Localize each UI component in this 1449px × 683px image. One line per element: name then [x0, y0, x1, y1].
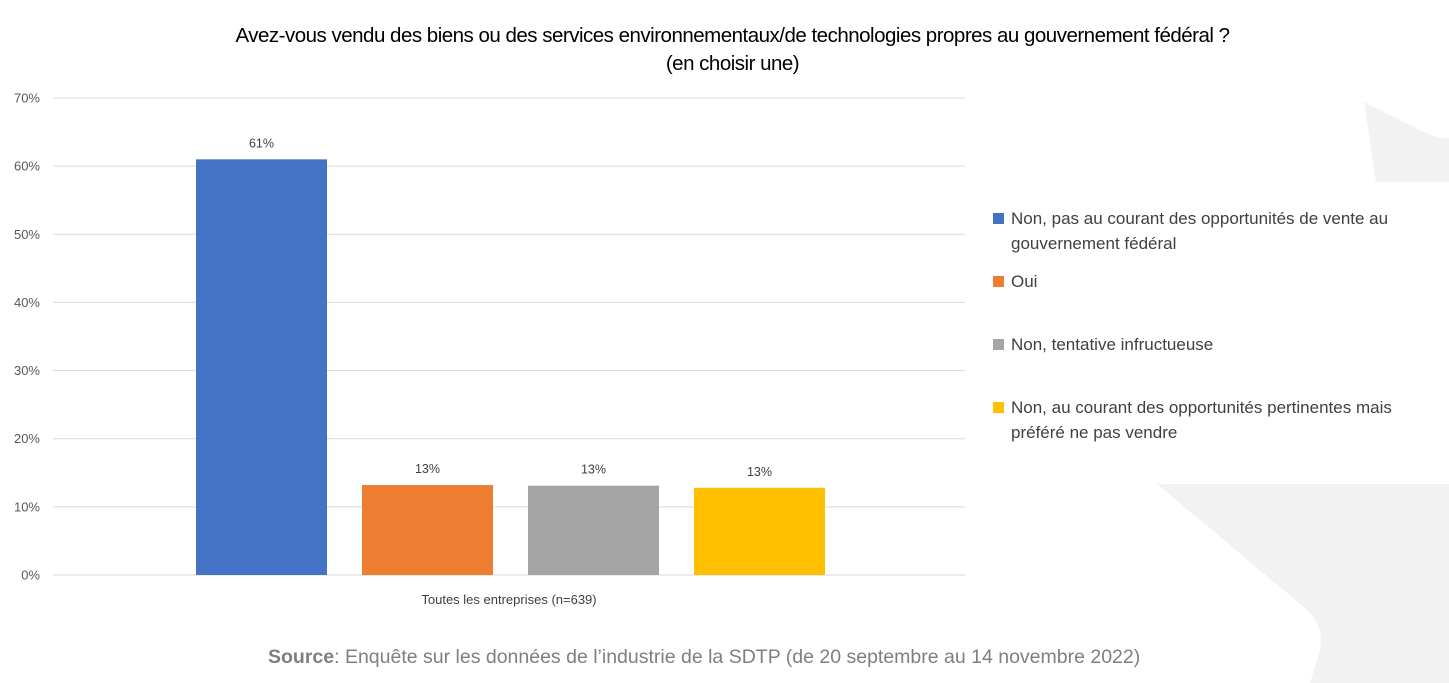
bar-2 [362, 485, 493, 575]
background-maple-leaf-shape-top [1364, 102, 1449, 182]
data-label: 61% [249, 136, 274, 150]
data-label: 13% [581, 463, 606, 477]
background-maple-leaf-shape-bottom [1157, 484, 1449, 683]
legend-label: Non, pas au courant des opportunités de … [1011, 209, 1389, 253]
legend-swatch-orange [993, 276, 1004, 287]
chart-title: Avez-vous vendu des biens ou des service… [150, 22, 1315, 78]
legend-item-oui: Oui [993, 269, 1438, 332]
source-label: Source [268, 646, 335, 668]
legend-label: Non, tentative infructueuse [1011, 335, 1214, 354]
legend-label: Non, au courant des opportunités pertine… [1011, 398, 1392, 442]
bar-3 [528, 485, 659, 575]
y-tick-label: 40% [14, 295, 40, 310]
y-tick-label: 0% [21, 568, 40, 583]
y-tick-label: 20% [14, 431, 40, 446]
legend-label: Oui [1011, 272, 1038, 291]
bars [196, 159, 825, 576]
legend-swatch-yellow [993, 402, 1004, 413]
y-tick-label: 10% [14, 499, 40, 514]
bar-chart: 0% 10% 20% 30% 40% 50% 60% 70% 61% 13% 13% 13% Tou… [14, 91, 965, 607]
bar-4 [694, 487, 825, 575]
data-label: 13% [747, 465, 772, 479]
x-category-label: Toutes les entreprises (n=639) [421, 592, 596, 607]
y-tick-label: 30% [14, 363, 40, 378]
legend-item-prefere-ne-pas-vendre: Non, au courant des opportunités pertine… [993, 395, 1438, 445]
data-labels: 61% 13% 13% 13% [249, 136, 772, 478]
source-text: : Enquête sur les données de l’industrie… [334, 646, 1141, 668]
x-axis-categories: Toutes les entreprises (n=639) [421, 592, 596, 607]
data-label: 13% [415, 462, 440, 476]
gridlines [53, 97, 965, 576]
chart-legend: Non, pas au courant des opportunités de … [993, 206, 1438, 445]
chart-subtitle: (en choisir une) [665, 52, 800, 75]
y-tick-label: 50% [14, 227, 40, 242]
bar-1 [196, 159, 327, 576]
legend-swatch-blue [993, 213, 1004, 224]
y-tick-label: 70% [14, 91, 40, 106]
chart-title-line-1: Avez-vous vendu des biens ou des service… [235, 24, 1230, 47]
legend-item-tentative-infructueuse: Non, tentative infructueuse [993, 332, 1438, 395]
y-axis-ticks: 0% 10% 20% 30% 40% 50% 60% 70% [14, 91, 40, 583]
legend-swatch-gray [993, 339, 1004, 350]
source-note: Source: Enquête sur les données de l’ind… [268, 645, 1198, 669]
legend-item-non-pas-au-courant: Non, pas au courant des opportunités de … [993, 206, 1438, 269]
y-tick-label: 60% [14, 159, 40, 174]
